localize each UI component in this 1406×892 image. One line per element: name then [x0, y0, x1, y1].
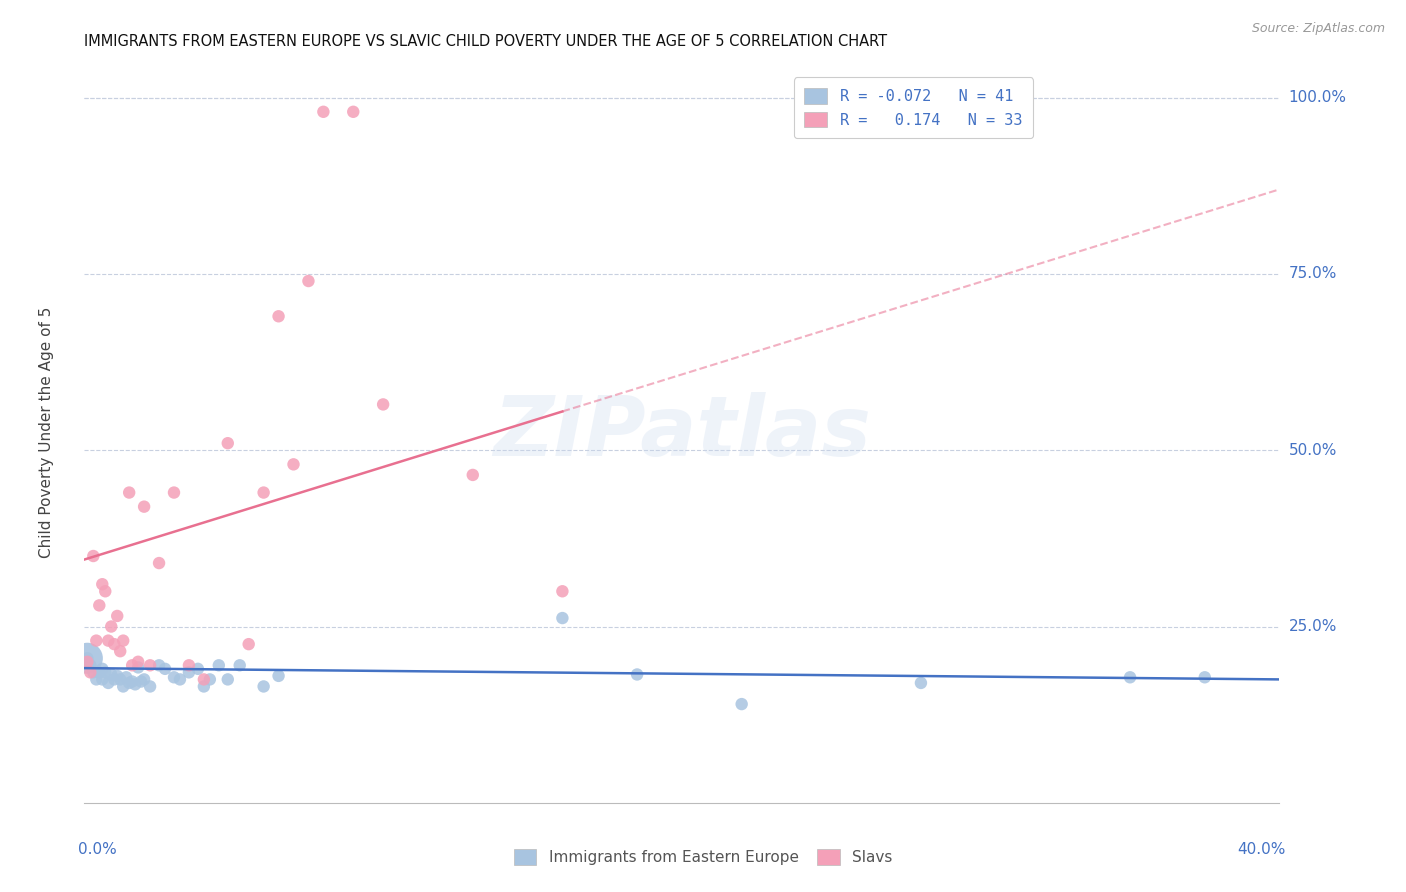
Point — [105, 609, 128, 624]
Point — [118, 676, 141, 690]
Point — [105, 669, 128, 683]
Point — [76, 651, 98, 665]
Point — [217, 436, 239, 450]
Legend: R = -0.072   N = 41, R =   0.174   N = 33: R = -0.072 N = 41, R = 0.174 N = 33 — [794, 78, 1033, 138]
Point — [127, 655, 149, 669]
Point — [193, 673, 215, 687]
Text: 50.0%: 50.0% — [1288, 442, 1337, 458]
Point — [76, 651, 98, 665]
Point — [193, 680, 215, 694]
Point — [198, 673, 221, 687]
Point — [103, 673, 125, 687]
Point — [115, 670, 138, 684]
Point — [100, 667, 122, 681]
Point — [238, 637, 260, 651]
Point — [910, 676, 932, 690]
Point — [177, 658, 200, 673]
Point — [253, 485, 276, 500]
Point — [461, 467, 484, 482]
Legend: Immigrants from Eastern Europe, Slavs: Immigrants from Eastern Europe, Slavs — [508, 843, 898, 871]
Point — [169, 673, 191, 687]
Point — [82, 665, 104, 680]
Point — [121, 674, 143, 689]
Point — [163, 670, 186, 684]
Point — [312, 104, 335, 119]
Point — [89, 599, 111, 613]
Point — [139, 658, 162, 673]
Point — [148, 556, 170, 570]
Point — [297, 274, 319, 288]
Text: IMMIGRANTS FROM EASTERN EUROPE VS SLAVIC CHILD POVERTY UNDER THE AGE OF 5 CORREL: IMMIGRANTS FROM EASTERN EUROPE VS SLAVIC… — [84, 34, 887, 49]
Point — [82, 549, 104, 563]
Point — [626, 667, 648, 681]
Point — [110, 644, 132, 658]
Point — [253, 680, 276, 694]
Point — [217, 673, 239, 687]
Point — [139, 680, 162, 694]
Point — [89, 665, 111, 680]
Point — [177, 665, 200, 680]
Point — [91, 673, 114, 687]
Point — [91, 662, 114, 676]
Point — [86, 673, 108, 687]
Point — [163, 485, 186, 500]
Point — [76, 655, 98, 669]
Point — [124, 677, 146, 691]
Text: Source: ZipAtlas.com: Source: ZipAtlas.com — [1251, 22, 1385, 36]
Point — [79, 665, 101, 680]
Text: 25.0%: 25.0% — [1288, 619, 1337, 634]
Point — [373, 397, 395, 411]
Point — [97, 676, 120, 690]
Point — [1119, 670, 1142, 684]
Point — [118, 485, 141, 500]
Text: ZIPatlas: ZIPatlas — [494, 392, 870, 473]
Text: 100.0%: 100.0% — [1288, 90, 1347, 105]
Point — [103, 637, 125, 651]
Point — [100, 619, 122, 633]
Text: 0.0%: 0.0% — [79, 841, 117, 856]
Point — [132, 673, 156, 687]
Point — [731, 697, 754, 711]
Point — [283, 458, 305, 472]
Point — [187, 662, 209, 676]
Point — [551, 584, 574, 599]
Point — [110, 673, 132, 687]
Point — [94, 665, 117, 680]
Point — [94, 584, 117, 599]
Point — [112, 680, 135, 694]
Point — [97, 633, 120, 648]
Point — [132, 500, 156, 514]
Point — [1194, 670, 1216, 684]
Point — [267, 310, 290, 324]
Text: Child Poverty Under the Age of 5: Child Poverty Under the Age of 5 — [38, 307, 53, 558]
Point — [551, 611, 574, 625]
Point — [267, 669, 290, 683]
Point — [129, 674, 152, 689]
Text: 40.0%: 40.0% — [1237, 841, 1285, 856]
Point — [121, 658, 143, 673]
Point — [112, 633, 135, 648]
Point — [127, 660, 149, 674]
Point — [86, 633, 108, 648]
Point — [153, 662, 176, 676]
Point — [79, 658, 101, 673]
Point — [342, 104, 364, 119]
Text: 75.0%: 75.0% — [1288, 267, 1337, 282]
Point — [148, 658, 170, 673]
Point — [91, 577, 114, 591]
Point — [228, 658, 252, 673]
Point — [208, 658, 231, 673]
